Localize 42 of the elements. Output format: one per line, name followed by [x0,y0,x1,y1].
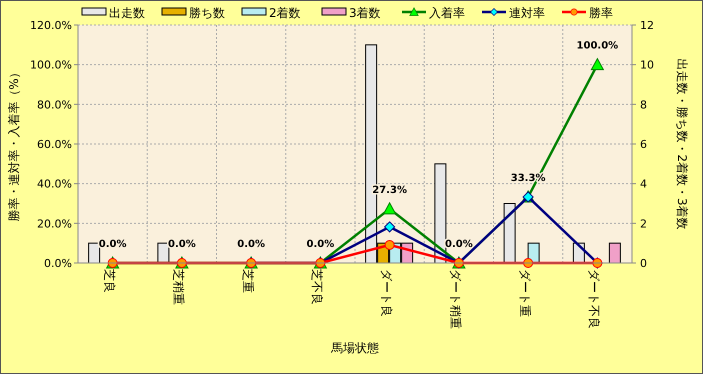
y-tick-label: 20.0% [37,217,72,230]
point [590,58,604,70]
y-tick-label: 60.0% [37,138,72,151]
x-tick-label: 芝稍重 [172,269,186,305]
point [384,221,396,232]
y2-tick-label: 6 [640,138,647,151]
y2-tick-label: 0 [640,257,647,270]
y2-tick-label: 2 [640,217,647,230]
legend-label: 連対率 [509,6,545,20]
bar [608,242,621,264]
y-tick-label: 80.0% [37,98,72,112]
data-label: 100.0% [576,40,618,52]
y2-tick-label: 12 [640,19,654,32]
y-tick-label: 40.0% [37,178,72,191]
x-axis-title: 馬場状態 [330,341,379,355]
bar [504,203,516,264]
x-tick-label: 芝良 [102,269,116,293]
point [384,240,395,250]
y2-tick-label: 10 [640,58,654,72]
legend-label: 出走数 [109,6,145,20]
x-tick-label: 芝不良 [310,269,324,305]
legend-label: 勝率 [589,6,613,20]
x-tick-label: ダート不良 [587,269,602,329]
y-tick-label: 0.0% [44,257,72,270]
y2-tick-label: 8 [640,98,647,112]
x-tick-label: 芝重 [240,269,255,293]
y-tick-label: 120.0% [30,19,72,32]
legend-label: 入着率 [429,6,465,20]
legend-label: 3着数 [349,6,381,20]
bar [88,242,100,264]
data-label: 0.0% [237,239,265,250]
y2-tick-label: 4 [640,178,647,191]
x-tick-label: ダート稍重 [448,269,463,329]
point [383,202,396,214]
legend-label: 勝ち数 [189,6,225,20]
data-label: 0.0% [306,239,334,250]
x-tick-label: ダート良 [379,269,394,317]
y2-axis-title: 出走数・勝ち数・2着数・3着数 [675,58,689,230]
y-tick-label: 100.0% [30,58,72,72]
x-tick-label: ダート重 [518,269,532,317]
y-axis-title: 勝率・連対率・入着率（%） [7,66,21,222]
legend-label: 2着数 [269,6,301,20]
